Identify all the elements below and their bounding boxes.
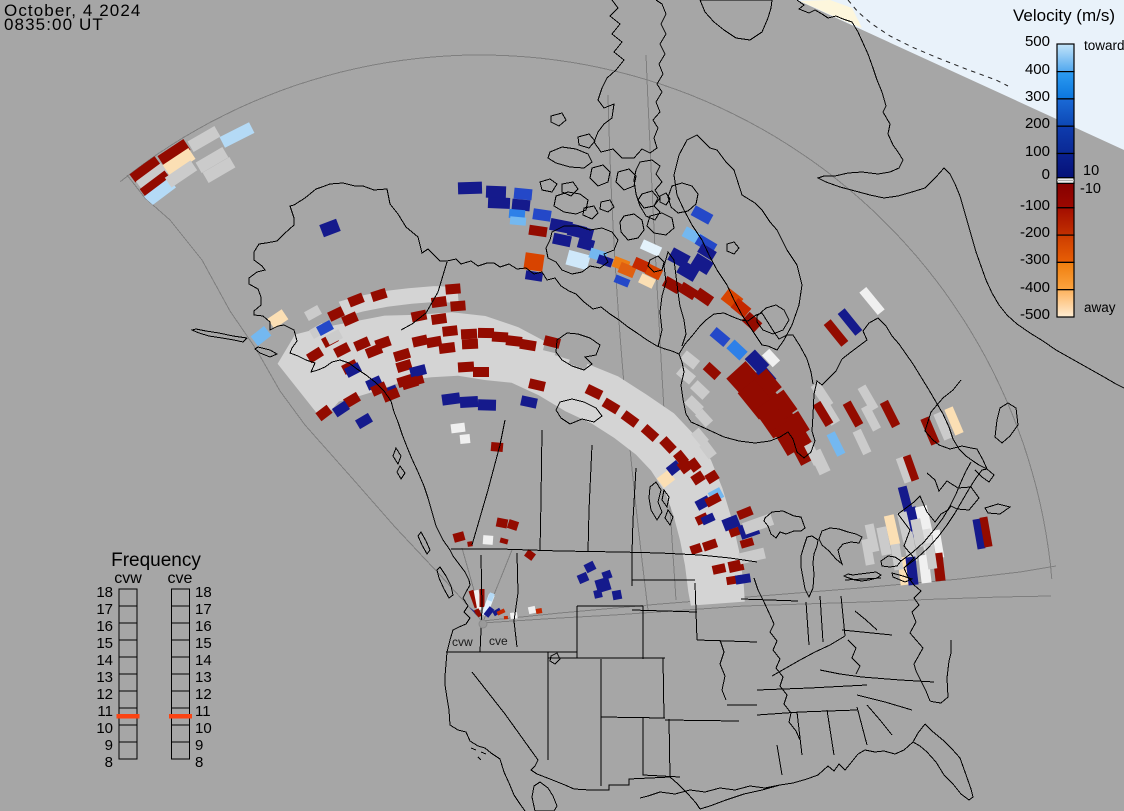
svg-text:Velocity (m/s): Velocity (m/s)	[1013, 6, 1115, 25]
svg-text:500: 500	[1025, 33, 1050, 50]
svg-text:0: 0	[1042, 166, 1050, 183]
svg-text:16: 16	[96, 618, 113, 635]
svg-text:cvw: cvw	[114, 570, 142, 587]
svg-text:15: 15	[96, 635, 113, 652]
svg-text:-200: -200	[1020, 224, 1050, 241]
svg-text:17: 17	[96, 601, 113, 618]
svg-text:-300: -300	[1020, 251, 1050, 268]
svg-text:cvw: cvw	[452, 635, 473, 649]
svg-text:100: 100	[1025, 143, 1050, 160]
svg-text:18: 18	[96, 584, 113, 601]
svg-text:cve: cve	[168, 570, 193, 587]
svg-text:8: 8	[195, 754, 203, 771]
svg-text:13: 13	[195, 669, 212, 686]
svg-text:9: 9	[105, 737, 113, 754]
svg-text:-400: -400	[1020, 279, 1050, 296]
svg-text:-10: -10	[1080, 181, 1101, 197]
svg-text:18: 18	[195, 584, 212, 601]
svg-text:9: 9	[195, 737, 203, 754]
svg-text:14: 14	[96, 652, 113, 669]
svg-text:14: 14	[195, 652, 212, 669]
svg-text:-100: -100	[1020, 197, 1050, 214]
svg-text:13: 13	[96, 669, 113, 686]
svg-text:toward: toward	[1084, 38, 1124, 53]
svg-text:10: 10	[96, 720, 113, 737]
svg-text:11: 11	[195, 703, 211, 720]
svg-text:12: 12	[96, 686, 113, 703]
svg-text:0835:00 UT: 0835:00 UT	[4, 15, 104, 34]
svg-text:-500: -500	[1020, 306, 1050, 323]
svg-text:Frequency: Frequency	[111, 550, 201, 571]
svg-text:17: 17	[195, 601, 212, 618]
svg-text:cve: cve	[489, 634, 508, 648]
svg-text:300: 300	[1025, 88, 1050, 105]
svg-text:10: 10	[195, 720, 212, 737]
svg-text:10: 10	[1083, 163, 1099, 179]
svg-text:8: 8	[105, 754, 113, 771]
svg-text:11: 11	[97, 703, 113, 720]
svg-text:away: away	[1084, 300, 1116, 315]
svg-text:15: 15	[195, 635, 212, 652]
svg-text:16: 16	[195, 618, 212, 635]
svg-text:12: 12	[195, 686, 212, 703]
svg-text:October, 4 2024: October, 4 2024	[4, 1, 141, 20]
svg-text:200: 200	[1025, 115, 1050, 132]
svg-text:400: 400	[1025, 61, 1050, 78]
